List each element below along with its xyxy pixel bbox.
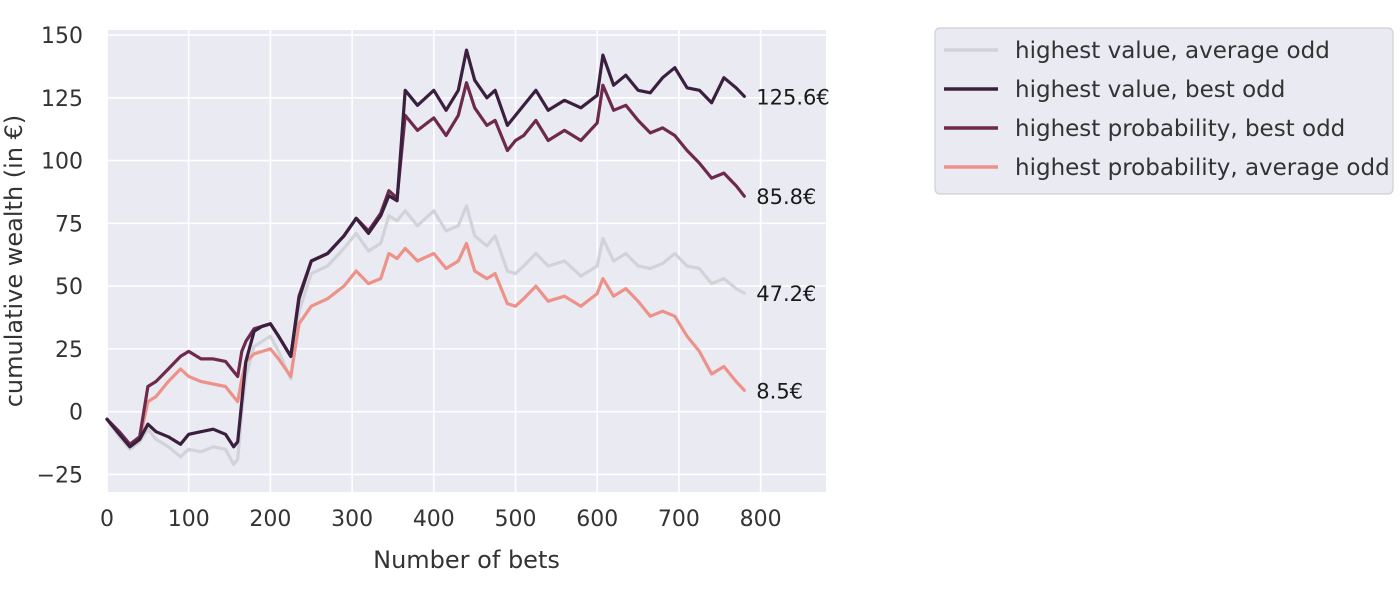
y-tick-label: 0 [69, 401, 83, 426]
x-tick-label: 500 [495, 507, 537, 532]
end-value-labels: 47.2€ 125.6€ 85.8€ 8.5€ [756, 85, 829, 403]
y-tick-label: 125 [41, 87, 83, 112]
x-axis-label: Number of bets [373, 546, 560, 574]
y-tick-label: 100 [41, 150, 83, 175]
series-line-0 [105, 204, 746, 466]
x-tick-label: 300 [331, 507, 373, 532]
series-line-1 [105, 48, 746, 449]
gridlines [106, 30, 826, 492]
x-tick-label: 100 [168, 507, 210, 532]
x-tick-label: 200 [249, 507, 291, 532]
legend-entry-1: highest value, best odd [1015, 77, 1285, 103]
x-tick-label: 0 [100, 507, 114, 532]
x-tick-label: 800 [740, 507, 782, 532]
y-axis-label: cumulative wealth (in €) [0, 115, 28, 408]
x-tick-label: 600 [576, 507, 618, 532]
x-axis-ticks: 0 100 200 300 400 500 600 700 800 [100, 507, 782, 532]
series-lines [105, 48, 746, 466]
x-tick-label: 700 [658, 507, 700, 532]
legend: highest value, average odd highest value,… [934, 27, 1394, 195]
legend-entry-0: highest value, average odd [1015, 38, 1330, 64]
y-tick-label: 50 [55, 275, 83, 300]
end-label-0: 47.2€ [756, 282, 816, 306]
legend-entry-3: highest probability, average odd [1015, 155, 1390, 181]
y-tick-label: 75 [55, 212, 83, 237]
end-label-1: 125.6€ [756, 85, 829, 109]
x-tick-label: 400 [413, 507, 455, 532]
end-label-3: 8.5€ [756, 379, 803, 403]
y-tick-label: 150 [41, 24, 83, 49]
end-label-2: 85.8€ [756, 185, 816, 209]
plot-area [107, 30, 826, 492]
y-axis-ticks: −25 0 25 50 75 100 125 150 [37, 24, 83, 488]
series-line-3 [105, 241, 746, 449]
legend-frame [934, 27, 1394, 195]
y-tick-label: −25 [37, 463, 83, 488]
y-tick-label: 25 [55, 338, 83, 363]
legend-entry-2: highest probability, best odd [1015, 116, 1345, 142]
